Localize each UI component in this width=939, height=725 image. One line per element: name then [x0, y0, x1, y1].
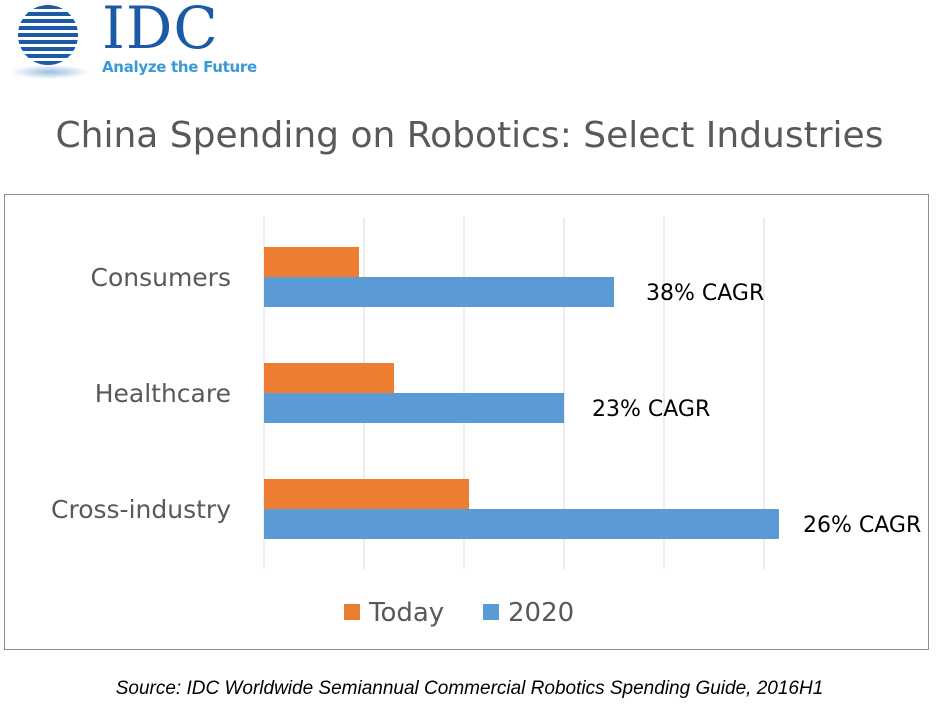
logo-tagline: Analyze the Future	[102, 58, 257, 76]
globe-icon	[10, 5, 90, 79]
legend-swatch-2020	[483, 604, 499, 620]
bar-2020-healthcare	[264, 393, 564, 423]
bar-2020-cross-industry	[264, 509, 779, 539]
cagr-annotation: 26% CAGR	[803, 513, 921, 538]
chart-title: China Spending on Robotics: Select Indus…	[55, 115, 884, 156]
legend-swatch-today	[344, 604, 360, 620]
bar-today-healthcare	[264, 363, 394, 393]
chart-frame: Consumers 38% CAGR Healthcare 23% CAGR Cross…	[4, 194, 929, 650]
bar-2020-consumers	[264, 277, 614, 307]
source-note: Source: IDC Worldwide Semiannual Commerc…	[115, 678, 824, 699]
legend-label-today: Today	[368, 598, 444, 628]
cagr-annotation: 23% CAGR	[592, 397, 710, 422]
legend-label-2020: 2020	[508, 598, 574, 628]
cagr-annotation: 38% CAGR	[646, 281, 764, 306]
bar-today-consumers	[264, 247, 359, 277]
bar-chart: Consumers 38% CAGR Healthcare 23% CAGR Cross…	[51, 217, 921, 628]
category-label: Cross-industry	[51, 495, 231, 524]
category-label: Consumers	[90, 263, 231, 292]
logo-wordmark: IDC	[102, 0, 219, 62]
category-label: Healthcare	[95, 379, 231, 408]
bar-today-cross-industry	[264, 479, 469, 509]
idc-logo: IDC Analyze the Future	[4, 0, 264, 82]
